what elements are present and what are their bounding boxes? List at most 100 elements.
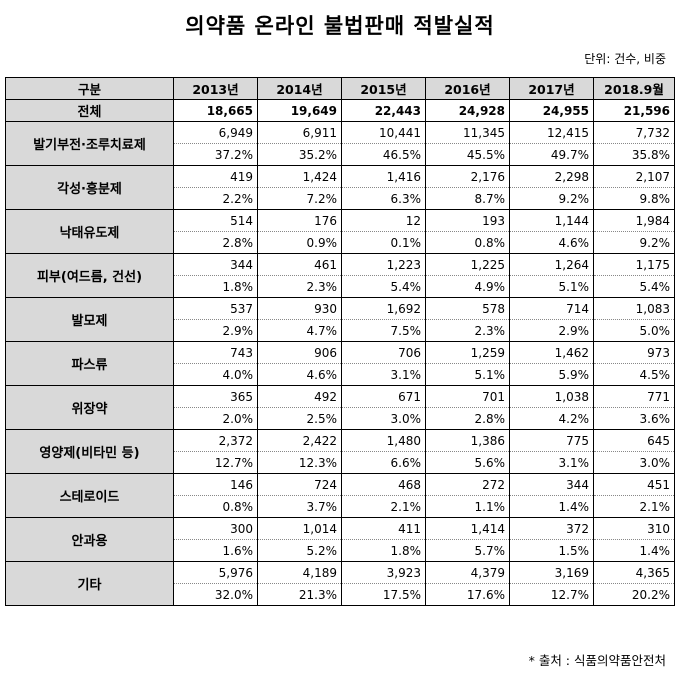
count-cell: 1,414	[425, 517, 510, 540]
share-cell: 1.8%	[173, 275, 258, 298]
category-count-row: 피부(여드름, 건선) 344 461 1,223 1,225 1,264 1,175	[5, 253, 675, 298]
count-cell: 11,345	[425, 121, 510, 144]
count-cell: 12,415	[509, 121, 594, 144]
share-cell: 5.7%	[425, 539, 510, 562]
unit-note: 단위: 건수, 비중	[584, 52, 666, 66]
page-title: 의약품 온라인 불법판매 적발실적	[185, 14, 495, 38]
category-count-row: 안과용 300 1,014 411 1,414 372 310	[5, 517, 675, 562]
category-count-row: 파스류 743 906 706 1,259 1,462 973	[5, 341, 675, 386]
category-label: 스테로이드	[5, 473, 174, 518]
count-cell: 1,223	[341, 253, 426, 276]
count-cell: 1,014	[257, 517, 342, 540]
count-cell: 1,225	[425, 253, 510, 276]
count-cell: 537	[173, 297, 258, 320]
share-cell: 9.2%	[593, 231, 675, 254]
count-cell: 1,175	[593, 253, 675, 276]
share-cell: 5.2%	[257, 539, 342, 562]
total-value: 24,928	[425, 99, 510, 122]
count-cell: 1,144	[509, 209, 594, 232]
header-category: 구분	[5, 77, 174, 100]
share-cell: 5.1%	[425, 363, 510, 386]
share-cell: 12.7%	[509, 583, 594, 606]
count-cell: 1,984	[593, 209, 675, 232]
category-share-row: 2.0% 2.5% 3.0% 2.8% 4.2% 3.6%	[6, 407, 675, 430]
share-cell: 3.1%	[341, 363, 426, 386]
source-note: * 출처 : 식품의약품안전처	[528, 653, 666, 668]
share-cell: 8.7%	[425, 187, 510, 210]
total-row: 전체 18,665 19,649 22,443 24,928 24,955 21…	[5, 99, 675, 122]
count-cell: 4,379	[425, 561, 510, 584]
count-cell: 714	[509, 297, 594, 320]
count-cell: 10,441	[341, 121, 426, 144]
share-cell: 35.2%	[257, 143, 342, 166]
count-cell: 310	[593, 517, 675, 540]
category-label: 발모제	[5, 297, 174, 342]
count-cell: 461	[257, 253, 342, 276]
count-cell: 411	[341, 517, 426, 540]
count-cell: 451	[593, 473, 675, 496]
share-cell: 2.3%	[425, 319, 510, 342]
share-cell: 4.5%	[593, 363, 675, 386]
count-cell: 645	[593, 429, 675, 452]
header-year: 2018.9월	[593, 77, 675, 100]
count-cell: 372	[509, 517, 594, 540]
category-label: 각성·흥분제	[5, 165, 174, 210]
share-cell: 3.0%	[593, 451, 675, 474]
count-cell: 344	[173, 253, 258, 276]
count-cell: 176	[257, 209, 342, 232]
category-count-row: 기타 5,976 4,189 3,923 4,379 3,169 4,365	[5, 561, 675, 606]
share-cell: 1.4%	[509, 495, 594, 518]
total-value: 22,443	[341, 99, 426, 122]
share-cell: 5.9%	[509, 363, 594, 386]
count-cell: 193	[425, 209, 510, 232]
count-cell: 492	[257, 385, 342, 408]
share-cell: 3.6%	[593, 407, 675, 430]
share-cell: 49.7%	[509, 143, 594, 166]
category-count-row: 발기부전·조루치료제 6,949 6,911 10,441 11,345 12,415 7,…	[5, 121, 675, 166]
category-share-row: 12.7% 12.3% 6.6% 5.6% 3.1% 3.0%	[6, 451, 675, 474]
share-cell: 37.2%	[173, 143, 258, 166]
share-cell: 6.6%	[341, 451, 426, 474]
share-cell: 5.1%	[509, 275, 594, 298]
count-cell: 973	[593, 341, 675, 364]
count-cell: 365	[173, 385, 258, 408]
share-cell: 1.1%	[425, 495, 510, 518]
category-count-row: 위장약 365 492 671 701 1,038 771	[5, 385, 675, 430]
share-cell: 4.6%	[257, 363, 342, 386]
header-year: 2014년	[257, 77, 342, 100]
category-label: 안과용	[5, 517, 174, 562]
share-cell: 1.6%	[173, 539, 258, 562]
share-cell: 0.8%	[173, 495, 258, 518]
category-count-row: 각성·흥분제 419 1,424 1,416 2,176 2,298 2,107	[5, 165, 675, 210]
category-count-row: 영양제(비타민 등) 2,372 2,422 1,480 1,386 775 645	[5, 429, 675, 474]
share-cell: 7.2%	[257, 187, 342, 210]
category-share-row: 0.8% 3.7% 2.1% 1.1% 1.4% 2.1%	[6, 495, 675, 518]
count-cell: 1,259	[425, 341, 510, 364]
category-label: 발기부전·조루치료제	[5, 121, 174, 166]
share-cell: 2.2%	[173, 187, 258, 210]
count-cell: 2,176	[425, 165, 510, 188]
count-cell: 2,298	[509, 165, 594, 188]
share-cell: 1.8%	[341, 539, 426, 562]
share-cell: 3.0%	[341, 407, 426, 430]
share-cell: 1.5%	[509, 539, 594, 562]
share-cell: 4.9%	[425, 275, 510, 298]
share-cell: 2.1%	[593, 495, 675, 518]
count-cell: 1,692	[341, 297, 426, 320]
total-value: 21,596	[593, 99, 675, 122]
count-cell: 514	[173, 209, 258, 232]
count-cell: 272	[425, 473, 510, 496]
share-cell: 12.3%	[257, 451, 342, 474]
share-cell: 9.8%	[593, 187, 675, 210]
category-label: 위장약	[5, 385, 174, 430]
share-cell: 5.4%	[593, 275, 675, 298]
count-cell: 2,372	[173, 429, 258, 452]
count-cell: 468	[341, 473, 426, 496]
count-cell: 2,422	[257, 429, 342, 452]
count-cell: 2,107	[593, 165, 675, 188]
category-count-row: 낙태유도제 514 176 12 193 1,144 1,984	[5, 209, 675, 254]
count-cell: 1,424	[257, 165, 342, 188]
count-cell: 344	[509, 473, 594, 496]
count-cell: 4,189	[257, 561, 342, 584]
count-cell: 3,923	[341, 561, 426, 584]
